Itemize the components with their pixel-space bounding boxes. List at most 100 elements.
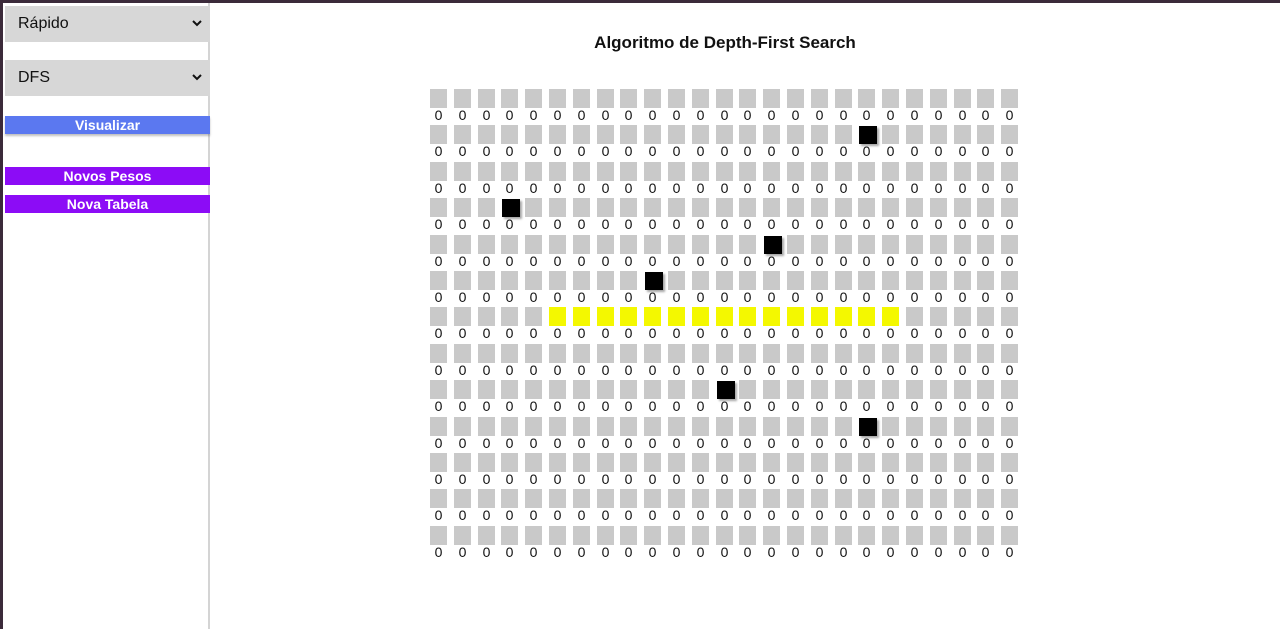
- grid-cell[interactable]: [525, 235, 542, 254]
- grid-cell[interactable]: [858, 453, 875, 472]
- grid-cell[interactable]: [454, 235, 471, 254]
- grid-cell[interactable]: [858, 198, 875, 217]
- grid-cell[interactable]: [954, 526, 971, 545]
- grid-cell[interactable]: [954, 380, 971, 399]
- grid-cell[interactable]: [644, 162, 661, 181]
- grid-cell[interactable]: [882, 344, 899, 363]
- grid-cell[interactable]: [478, 344, 495, 363]
- grid-cell[interactable]: [739, 198, 756, 217]
- grid-cell[interactable]: [478, 235, 495, 254]
- grid-cell[interactable]: [430, 198, 447, 217]
- grid-cell[interactable]: [549, 489, 566, 508]
- grid-cell[interactable]: [620, 198, 637, 217]
- grid-cell[interactable]: [763, 453, 780, 472]
- grid-cell[interactable]: [716, 235, 733, 254]
- grid-cell[interactable]: [1001, 417, 1018, 436]
- grid-cell[interactable]: [525, 125, 542, 144]
- grid-cell[interactable]: [977, 526, 994, 545]
- grid-cell[interactable]: [811, 198, 828, 217]
- grid-cell[interactable]: [454, 380, 471, 399]
- grid-cell[interactable]: [573, 380, 590, 399]
- grid-cell[interactable]: [478, 162, 495, 181]
- grid-cell[interactable]: [835, 380, 852, 399]
- grid-cell[interactable]: [763, 89, 780, 108]
- grid-cell[interactable]: [977, 235, 994, 254]
- grid-cell[interactable]: [478, 526, 495, 545]
- grid-cell[interactable]: [478, 307, 495, 326]
- grid-cell[interactable]: [573, 162, 590, 181]
- grid-cell[interactable]: [620, 162, 637, 181]
- grid-cell[interactable]: [597, 198, 614, 217]
- grid-cell[interactable]: [977, 125, 994, 144]
- grid-cell[interactable]: [930, 162, 947, 181]
- grid-cell[interactable]: [668, 271, 685, 290]
- grid-cell[interactable]: [525, 380, 542, 399]
- grid-cell-wall[interactable]: [717, 381, 735, 399]
- grid-cell[interactable]: [644, 489, 661, 508]
- grid-cell[interactable]: [692, 453, 709, 472]
- grid-cell[interactable]: [835, 344, 852, 363]
- grid-cell[interactable]: [739, 89, 756, 108]
- grid-cell[interactable]: [454, 417, 471, 436]
- grid-cell[interactable]: [977, 198, 994, 217]
- grid-cell[interactable]: [430, 235, 447, 254]
- grid-cell[interactable]: [430, 417, 447, 436]
- grid-cell[interactable]: [739, 489, 756, 508]
- grid-cell[interactable]: [573, 235, 590, 254]
- grid-cell[interactable]: [549, 344, 566, 363]
- grid-cell[interactable]: [501, 344, 518, 363]
- grid-cell[interactable]: [1001, 526, 1018, 545]
- grid-cell[interactable]: [1001, 307, 1018, 326]
- grid-cell[interactable]: [549, 235, 566, 254]
- grid-cell[interactable]: [811, 380, 828, 399]
- grid-cell[interactable]: [930, 271, 947, 290]
- grid-cell[interactable]: [739, 417, 756, 436]
- grid-cell[interactable]: [906, 417, 923, 436]
- grid-cell[interactable]: [692, 235, 709, 254]
- grid-cell[interactable]: [716, 89, 733, 108]
- grid-cell[interactable]: [930, 235, 947, 254]
- grid-cell[interactable]: [858, 271, 875, 290]
- grid-cell[interactable]: [549, 89, 566, 108]
- grid-cell[interactable]: [882, 417, 899, 436]
- grid-cell[interactable]: [525, 198, 542, 217]
- grid-cell[interactable]: [430, 489, 447, 508]
- grid-cell[interactable]: [430, 307, 447, 326]
- grid-cell[interactable]: [430, 271, 447, 290]
- grid-cell[interactable]: [668, 235, 685, 254]
- grid-cell[interactable]: [977, 453, 994, 472]
- grid-cell[interactable]: [1001, 235, 1018, 254]
- grid-cell[interactable]: [501, 125, 518, 144]
- grid-cell[interactable]: [835, 125, 852, 144]
- grid-cell[interactable]: [597, 417, 614, 436]
- grid-cell[interactable]: [787, 453, 804, 472]
- grid-cell[interactable]: [597, 453, 614, 472]
- grid-cell[interactable]: [668, 380, 685, 399]
- grid-cell[interactable]: [858, 89, 875, 108]
- grid-cell[interactable]: [930, 307, 947, 326]
- grid-cell[interactable]: [430, 526, 447, 545]
- grid-cell[interactable]: [644, 526, 661, 545]
- grid-cell[interactable]: [977, 307, 994, 326]
- grid-cell[interactable]: [478, 380, 495, 399]
- grid-cell[interactable]: [501, 271, 518, 290]
- grid-cell[interactable]: [454, 125, 471, 144]
- grid-cell[interactable]: [478, 417, 495, 436]
- grid-cell[interactable]: [882, 271, 899, 290]
- grid-cell[interactable]: [525, 162, 542, 181]
- grid-cell[interactable]: [811, 271, 828, 290]
- grid-cell[interactable]: [858, 344, 875, 363]
- grid-cell[interactable]: [811, 417, 828, 436]
- grid-cell[interactable]: [478, 489, 495, 508]
- grid-cell[interactable]: [954, 344, 971, 363]
- grid-cell-path[interactable]: [597, 307, 614, 326]
- grid-cell[interactable]: [430, 89, 447, 108]
- grid-cell[interactable]: [906, 526, 923, 545]
- grid-cell[interactable]: [811, 344, 828, 363]
- grid-cell-path[interactable]: [549, 307, 566, 326]
- grid-cell[interactable]: [668, 125, 685, 144]
- grid-cell-wall[interactable]: [859, 418, 877, 436]
- grid-cell[interactable]: [692, 198, 709, 217]
- grid-cell-path[interactable]: [739, 307, 756, 326]
- grid-cell[interactable]: [835, 235, 852, 254]
